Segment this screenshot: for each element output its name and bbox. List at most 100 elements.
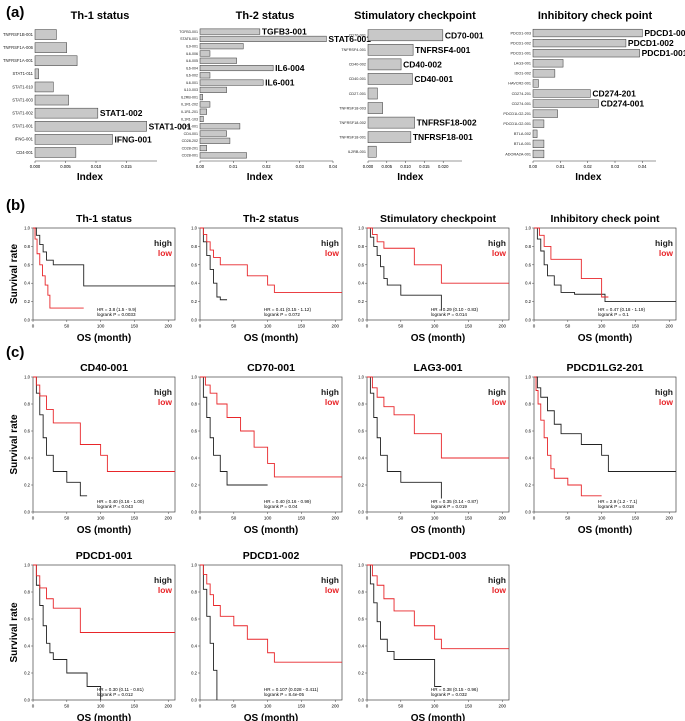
- highlight-label-th2: TGFB3-001: [262, 27, 307, 37]
- panel-label-a: (a): [6, 4, 24, 21]
- category-label-th2: IL2RB-001: [181, 95, 198, 99]
- plot-frame-km_b2: [199, 227, 343, 321]
- chart-title-km_c3: LAG3-001: [413, 362, 462, 374]
- legend-low-km_c3: low: [492, 397, 507, 407]
- x-tick-label-th2: 0.00: [196, 164, 205, 169]
- chart-title-km_c7: PDCD1-003: [410, 550, 467, 562]
- bar-th2: [199, 86, 227, 93]
- y-tick-label-km_c3: 1.0: [358, 375, 364, 380]
- y-axis-label-km_c1: Survival rate: [9, 414, 20, 474]
- x-tick-label-th2: 0.04: [329, 164, 338, 169]
- chart-title-km_c2: CD70-001: [247, 362, 295, 374]
- survival-curve-low-km_b2: [200, 227, 342, 293]
- bar-th2: [199, 94, 203, 101]
- y-tick-label-km_b1: 0.4: [24, 281, 30, 286]
- bar-inhib: [532, 149, 545, 159]
- chart-title-th2: Th-2 status: [236, 10, 295, 22]
- x-tick-label-km_c4: 50: [565, 516, 571, 521]
- plot-frame-km_b3: [366, 227, 510, 321]
- survival-curve-high-km_c2: [200, 376, 268, 486]
- y-tick-label-km_b1: 1.0: [24, 226, 30, 231]
- highlight-label-stim: CD40-002: [403, 59, 442, 69]
- bar-th2: [199, 28, 261, 35]
- x-tick-label-km_b4: 50: [565, 324, 571, 329]
- legend-high-km_b2: high: [321, 238, 339, 248]
- category-label-th2: CD28-201: [182, 146, 198, 150]
- bar-stim: [367, 73, 413, 85]
- y-tick-label-km_b3: 0.6: [358, 262, 364, 267]
- category-label-stim: IL2RB-001: [348, 150, 366, 154]
- x-axis-label-km_c4: OS (month): [578, 525, 632, 536]
- y-tick-label-km_b2: 1.0: [191, 226, 197, 231]
- x-tick-label-km_c1: 50: [64, 516, 70, 521]
- bar-stim: [367, 29, 444, 42]
- bar-th2: [199, 108, 207, 115]
- bar-inhib: [532, 69, 556, 78]
- x-tick-label-inhib: 0.04: [638, 164, 647, 169]
- bar-th2: [199, 130, 227, 137]
- chart-title-km_b1: Th-1 status: [76, 213, 132, 225]
- plot-frame-km_b4: [533, 227, 677, 321]
- x-tick-label-km_c2: 150: [298, 516, 306, 521]
- x-tick-label-km_c5: 50: [64, 704, 70, 709]
- logrank-annotation-km_c2: logrank P = 0.04: [264, 504, 298, 509]
- hr-annotation-km_b3: HR = 0.29 (0.10 - 0.83): [431, 307, 479, 312]
- plot-frame-km_c7: [366, 564, 510, 701]
- bar-stim: [367, 145, 377, 158]
- x-tick-label-inhib: 0.01: [556, 164, 565, 169]
- category-label-th2: CD28-202: [182, 139, 198, 143]
- category-label-th2: IL1R1-201: [181, 110, 198, 114]
- hr-annotation-km_c6: HR = 0.107 (0.028 - 0.411): [264, 687, 319, 692]
- y-tick-label-km_c1: 0.8: [24, 402, 30, 407]
- y-tick-label-km_c4: 1.0: [525, 375, 531, 380]
- bar-th1: [34, 134, 113, 145]
- bar-stim: [367, 102, 383, 114]
- x-tick-label-stim: 0.015: [419, 164, 430, 169]
- y-tick-label-km_c4: 0.8: [525, 402, 531, 407]
- x-tick-label-km_c7: 100: [431, 704, 439, 709]
- category-label-th1: STAT1-003: [12, 97, 33, 102]
- x-tick-label-km_c5: 200: [164, 704, 172, 709]
- bar-th2: [199, 50, 211, 57]
- y-tick-label-km_b1: 0.6: [24, 262, 30, 267]
- x-axis-label-inhib: Index: [575, 172, 602, 183]
- y-tick-label-km_c5: 0.0: [24, 698, 30, 703]
- bar-inhib: [532, 89, 591, 98]
- bar-inhib: [532, 39, 627, 48]
- logrank-annotation-km_c7: logrank P = 0.032: [431, 692, 467, 697]
- category-label-inhib: BTLA-001: [514, 142, 531, 146]
- chart-title-inhib: Inhibitory check point: [538, 10, 653, 22]
- bar-th2: [199, 79, 264, 86]
- y-tick-label-km_b4: 0.6: [525, 262, 531, 267]
- survival-curve-high-km_c3: [367, 376, 442, 499]
- category-label-th2: IL6-002: [186, 74, 198, 78]
- legend-high-km_c2: high: [321, 387, 339, 397]
- category-label-th2: IL10-003: [184, 88, 198, 92]
- x-tick-label-km_c2: 0: [199, 516, 202, 521]
- x-tick-label-km_c4: 100: [598, 516, 606, 521]
- category-label-stim: CD27-001: [349, 92, 366, 96]
- highlight-label-th2: IL6-001: [265, 78, 295, 88]
- x-axis-label-km_c7: OS (month): [411, 713, 465, 721]
- x-tick-label-km_b3: 50: [398, 324, 404, 329]
- y-tick-label-km_c5: 0.2: [24, 671, 30, 676]
- legend-high-km_c4: high: [655, 387, 673, 397]
- hr-annotation-km_c5: HR = 0.30 (0.11 - 0.81): [97, 687, 144, 692]
- x-axis-label-stim: Index: [397, 172, 424, 183]
- y-tick-label-km_c2: 0.4: [191, 456, 197, 461]
- bar-th2: [199, 65, 274, 72]
- x-tick-label-km_b2: 200: [331, 324, 339, 329]
- highlight-label-stim: TNFRSF4-001: [415, 45, 471, 55]
- legend-low-km_c6: low: [325, 585, 340, 595]
- plot-frame-km_c2: [199, 376, 343, 513]
- plot-frame-km_c3: [366, 376, 510, 513]
- x-axis-label-km_b3: OS (month): [411, 333, 465, 344]
- legend-low-km_b3: low: [492, 248, 507, 258]
- survival-curve-high-km_c6: [200, 564, 218, 700]
- x-tick-label-km_c7: 50: [398, 704, 404, 709]
- survival-curve-low-km_b1: [33, 227, 84, 309]
- x-tick-label-km_b3: 0: [366, 324, 369, 329]
- survival-curve-low-km_c4: [534, 376, 602, 497]
- y-tick-label-km_c3: 0.4: [358, 456, 364, 461]
- x-tick-label-inhib: 0.03: [611, 164, 620, 169]
